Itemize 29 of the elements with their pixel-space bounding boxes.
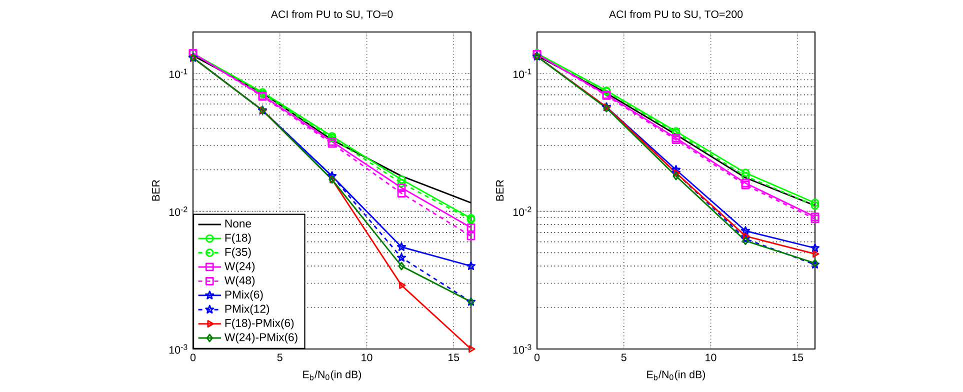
x-tick-label: 0 <box>534 354 540 362</box>
chart-title: ACI from PU to SU, TO=200 <box>608 10 743 20</box>
x-tick-label: 15 <box>448 354 460 362</box>
y-tick-label: 10$^{-1}$ <box>513 68 532 78</box>
x-tick-label: 5 <box>621 354 626 362</box>
y-tick-label: 10$^{-3}$ <box>513 344 532 354</box>
x-tick-label: 10 <box>706 354 716 362</box>
chart-title: ACI from PU to SU, TO=0 <box>270 10 393 20</box>
legend-label: None <box>225 220 252 228</box>
x-axis-title: E$_{b}$/N$_{0}$(in dB) <box>647 370 706 380</box>
legend-label: W(24)-PMix(6) <box>224 332 298 344</box>
x-axis-title: E$_{b}$/N$_{0}$(in dB) <box>303 370 362 380</box>
legend-label: PMix(12) <box>225 304 270 316</box>
x-tick-label: 15 <box>792 354 804 362</box>
legend-label: F(35) <box>225 248 251 258</box>
y-tick-label: 10$^{-1}$ <box>169 68 188 78</box>
legend-label: F(18) <box>225 233 251 244</box>
legend-label: F(18)-PMix(6) <box>225 318 294 330</box>
legend-label: PMix(6) <box>225 290 263 301</box>
y-axis-title: BER <box>152 180 160 201</box>
x-tick-label: 5 <box>277 354 282 362</box>
y-axis-title: BER <box>496 180 504 201</box>
legend-label: W(48) <box>224 276 255 287</box>
y-tick-label: 10$^{-2}$ <box>169 206 188 216</box>
x-tick-label: 0 <box>190 354 196 362</box>
legend-label: W(24) <box>224 262 255 272</box>
y-tick-label: 10$^{-2}$ <box>513 206 532 216</box>
y-tick-label: 10$^{-3}$ <box>169 344 188 354</box>
x-tick-label: 10 <box>362 354 372 362</box>
